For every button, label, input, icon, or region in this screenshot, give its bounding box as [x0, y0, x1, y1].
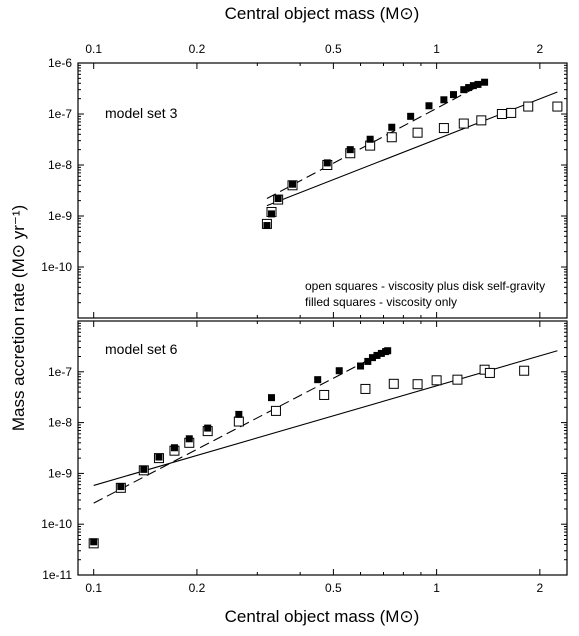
filled-square-point [314, 376, 322, 384]
open-square-point [431, 375, 442, 386]
panel-1-frame [77, 62, 568, 319]
y-tick-label: 1e-10 [41, 260, 72, 274]
filled-square-point [388, 123, 396, 131]
open-square-point [552, 101, 563, 112]
axis-ticks: 1e-10 1e-9 1e-8 1e-7 1e-6 1e-11 1e-10 1e-9 1e-8 1… [41, 42, 567, 595]
bottom-x-tick-label: 1 [433, 581, 440, 595]
panel-label-model-set-6: model set 6 [105, 341, 178, 357]
filled-square-point [155, 453, 163, 461]
top-axis-title: Central object mass (M⊙) [225, 4, 420, 23]
y-tick-label: 1e-7 [48, 107, 72, 121]
filled-square-point [185, 435, 193, 443]
open-square-point [484, 367, 495, 378]
top-x-tick-label: 0.2 [189, 42, 206, 56]
top-x-tick-label: 0.5 [325, 42, 342, 56]
open-square-point [360, 383, 371, 394]
top-x-tick-label: 2 [537, 42, 544, 56]
legend-open-squares: open squares - viscosity plus disk self-… [305, 279, 545, 293]
open-square-point [388, 378, 399, 389]
y-tick-label: 1e-8 [48, 158, 72, 172]
filled-square-point [170, 444, 178, 452]
filled-square-point [481, 78, 489, 86]
y-axis-title: Mass accretion rate (M⊙ yr⁻¹) [9, 205, 28, 431]
open-square-point [496, 109, 507, 119]
y-tick-label: 1e-9 [48, 466, 72, 480]
open-square-point [438, 123, 449, 134]
open-square-point [458, 118, 469, 129]
y-tick-label: 1e-8 [48, 416, 72, 430]
filled-square-point [204, 424, 212, 432]
y-tick-label: 1e-6 [48, 56, 72, 70]
top-x-tick-label: 0.1 [85, 42, 102, 56]
filled-square-point [384, 347, 392, 355]
filled-square-point [274, 195, 282, 203]
filled-square-point [289, 180, 297, 188]
open-square-point [319, 389, 330, 400]
open-square-point [412, 127, 423, 138]
filled-square-point [366, 135, 374, 143]
filled-square-point [440, 96, 448, 104]
open-square-point [523, 101, 534, 112]
open-square-point [452, 374, 463, 385]
bottom-x-tick-label: 0.1 [85, 581, 102, 595]
filled-square-point [323, 159, 331, 167]
bottom-x-tick-label: 2 [537, 581, 544, 595]
x-axis-title: Central object mass (M⊙) [225, 607, 420, 626]
open-square-point [519, 365, 530, 376]
filled-square-point [263, 222, 271, 230]
filled-square-point [364, 357, 372, 365]
filled-square-point [425, 102, 433, 110]
open-square-point [386, 132, 397, 143]
legend-filled-squares: filled squares - viscosity only [305, 295, 457, 309]
bottom-x-tick-label: 0.5 [325, 581, 342, 595]
filled-square-point [140, 465, 148, 473]
plot-frames [77, 62, 568, 576]
filled-square-point [268, 210, 276, 218]
filled-square-point [235, 410, 243, 418]
filled-square-point [407, 112, 415, 120]
y-tick-label: 1e-7 [48, 365, 72, 379]
open-square-point [412, 379, 423, 390]
filled-square-point [474, 80, 482, 88]
filled-square-point [268, 394, 276, 402]
filled-square-point [346, 146, 354, 154]
y-tick-label: 1e-10 [41, 517, 72, 531]
y-tick-label: 1e-9 [48, 209, 72, 223]
filled-square-point [117, 483, 125, 491]
filled-square-point [357, 362, 365, 370]
fit-line-dashed [266, 81, 487, 200]
filled-square-point [335, 367, 343, 375]
top-x-tick-label: 1 [433, 42, 440, 56]
filled-square-point [449, 91, 457, 99]
open-square-point [233, 416, 244, 427]
y-tick-label: 1e-11 [42, 568, 72, 582]
panel-label-model-set-3: model set 3 [105, 105, 178, 121]
open-square-point [476, 115, 487, 126]
data-points [88, 78, 563, 549]
panel-2-frame [77, 320, 568, 576]
open-square-point [270, 405, 281, 416]
open-square-point [506, 107, 517, 118]
filled-square-point [90, 538, 98, 546]
bottom-x-tick-label: 0.2 [189, 581, 206, 595]
